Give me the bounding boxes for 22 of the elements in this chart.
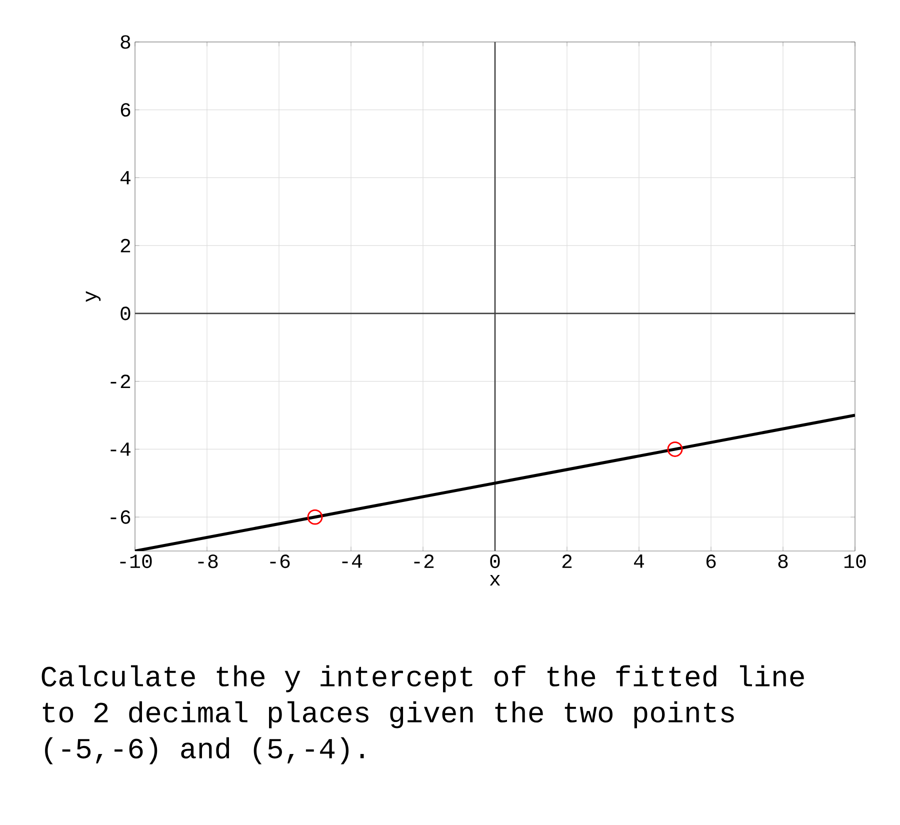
text: Calculate the y intercept of the fitted line to 2 decimal places given the two points (-5,-6) and (5,-4).	[42, 665, 804, 764]
y-tick-label: 2	[120, 238, 130, 252]
y-tick-label: -2	[110, 374, 130, 388]
x-tick-label: 2	[562, 554, 572, 568]
y-tick-label: -6	[110, 510, 130, 524]
y-axis-title: y	[86, 291, 101, 302]
x-tick-label: 6	[706, 554, 716, 568]
x-tick-label: -8	[198, 554, 218, 568]
x-tick-label: -10	[120, 554, 152, 568]
y-tick-label: 4	[120, 171, 130, 184]
x-tick-label: -2	[414, 554, 434, 568]
y-tick-label: -4	[110, 442, 130, 456]
y-tick-label: 8	[120, 35, 130, 49]
x-tick-label: 10	[844, 554, 866, 568]
x-tick-label: -6	[270, 554, 290, 568]
y-tick-label: 0	[120, 306, 130, 320]
x-axis-title: x	[490, 574, 500, 586]
y-tick-label: 6	[120, 103, 130, 117]
x-tick-label: 4	[634, 554, 644, 568]
x-tick-label: 0	[490, 554, 500, 568]
x-tick-label: -4	[342, 554, 362, 568]
x-tick-label: 8	[778, 554, 788, 568]
